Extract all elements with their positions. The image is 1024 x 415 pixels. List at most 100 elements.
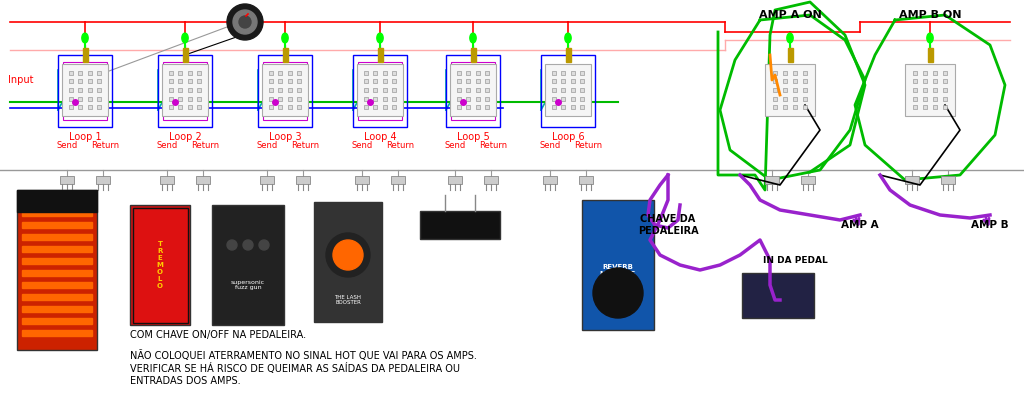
Bar [79, 88, 82, 92]
Bar [374, 105, 378, 109]
Bar [580, 97, 584, 101]
Text: Return: Return [479, 141, 507, 149]
Bar [484, 97, 488, 101]
Bar [552, 88, 556, 92]
Bar [787, 48, 793, 62]
Bar [466, 88, 470, 92]
Bar [60, 176, 74, 184]
Text: AMP A ON: AMP A ON [759, 10, 821, 20]
Bar [269, 97, 273, 101]
Bar [580, 71, 584, 75]
Bar [475, 88, 479, 92]
Bar [552, 71, 556, 75]
Bar [552, 97, 556, 101]
Bar [374, 97, 378, 101]
Bar [178, 71, 182, 75]
Bar [579, 176, 593, 184]
Text: Loop 2: Loop 2 [169, 132, 202, 142]
Bar [22, 294, 92, 300]
Bar [420, 211, 500, 239]
Bar [212, 205, 284, 325]
Bar [160, 176, 174, 184]
Bar [905, 176, 919, 184]
Bar [17, 190, 97, 350]
Bar [913, 79, 918, 83]
Text: AMP A: AMP A [841, 220, 879, 230]
Bar [288, 105, 292, 109]
Bar [392, 71, 396, 75]
Bar [783, 71, 787, 75]
Bar [187, 105, 191, 109]
Text: Input: Input [8, 75, 34, 85]
Circle shape [326, 233, 370, 277]
Text: supersonic
fuzz gun: supersonic fuzz gun [231, 280, 265, 290]
Bar [392, 88, 396, 92]
Bar [17, 190, 97, 212]
Bar [543, 176, 557, 184]
Circle shape [259, 240, 269, 250]
Bar [466, 97, 470, 101]
Bar [570, 88, 574, 92]
Bar [570, 105, 574, 109]
Circle shape [333, 240, 362, 270]
Bar [97, 71, 100, 75]
Bar [552, 79, 556, 83]
Bar [169, 88, 173, 92]
Bar [22, 222, 92, 228]
Bar [70, 88, 73, 92]
Bar [197, 71, 201, 75]
Bar [130, 205, 190, 325]
Bar [96, 176, 110, 184]
Bar [169, 97, 173, 101]
Bar [913, 71, 918, 75]
Ellipse shape [565, 33, 571, 43]
Bar [913, 97, 918, 101]
Bar [169, 79, 173, 83]
Bar [449, 176, 462, 184]
Bar [773, 79, 777, 83]
Bar [582, 200, 654, 330]
Bar [451, 62, 495, 120]
Bar [187, 88, 191, 92]
Text: ENTRADAS DOS AMPS.: ENTRADAS DOS AMPS. [130, 376, 241, 386]
Bar [353, 55, 407, 127]
Bar [803, 88, 807, 92]
Bar [783, 79, 787, 83]
Bar [260, 176, 274, 184]
Bar [923, 79, 927, 83]
Bar [83, 48, 87, 62]
Bar [783, 88, 787, 92]
Bar [263, 62, 307, 120]
Bar [79, 105, 82, 109]
Bar [923, 88, 927, 92]
Bar [22, 258, 92, 264]
Bar [765, 176, 779, 184]
Bar [22, 282, 92, 288]
Bar [457, 105, 461, 109]
Bar [383, 97, 387, 101]
Text: Return: Return [291, 141, 319, 149]
Text: AMP B: AMP B [971, 220, 1009, 230]
Bar [475, 97, 479, 101]
Bar [79, 79, 82, 83]
Ellipse shape [470, 33, 476, 43]
Bar [97, 97, 100, 101]
Bar [580, 105, 584, 109]
Bar [258, 55, 312, 127]
Text: Loop 1: Loop 1 [69, 132, 101, 142]
Bar [801, 176, 815, 184]
Bar [561, 88, 565, 92]
Bar [933, 88, 937, 92]
Bar [70, 71, 73, 75]
Bar [457, 71, 461, 75]
Bar [22, 306, 92, 312]
Bar [383, 79, 387, 83]
Bar [484, 176, 498, 184]
Bar [365, 71, 369, 75]
Bar [297, 88, 301, 92]
Bar [283, 48, 288, 62]
Bar [187, 71, 191, 75]
Bar [484, 105, 488, 109]
Bar [70, 79, 73, 83]
Bar [70, 97, 73, 101]
